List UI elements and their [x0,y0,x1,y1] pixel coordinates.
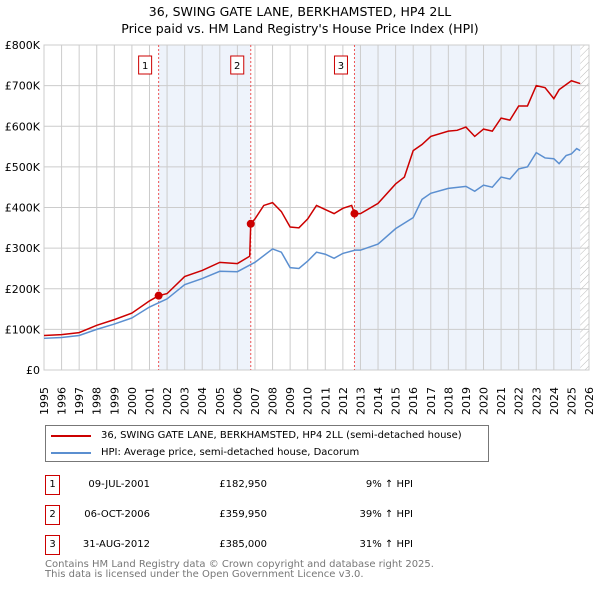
x-tick-label: 1996 [56,387,69,415]
sale-price: £359,950 [219,509,267,520]
sale-price: £182,950 [219,479,267,490]
sale-point [350,209,359,218]
x-tick-label: 2010 [302,387,315,415]
x-tick-label: 2014 [372,387,385,415]
sale-number: 1 [45,475,60,495]
sale-date: 31-AUG-2012 [82,539,150,550]
x-tick-label: 1998 [91,387,104,415]
x-tick-label: 2012 [337,387,350,415]
x-tick-label: 2001 [143,387,156,415]
legend-price-label: 36, SWING GATE LANE, BERKHAMSTED, HP4 2L… [101,430,462,441]
legend-price-swatch [51,434,91,437]
x-tick-label: 2015 [390,387,403,415]
sale-label-number: 1 [142,61,148,72]
x-tick-label: 2003 [179,387,192,415]
y-tick-label: £700K [5,80,41,93]
x-tick-label: 2019 [460,387,473,415]
legend: 36, SWING GATE LANE, BERKHAMSTED, HP4 2L… [45,425,489,462]
series-line [43,147,581,340]
sale-hpi-change: 31% ↑ HPI [359,539,413,550]
y-tick-label: £800K [5,39,41,52]
x-tick-label: 2008 [267,387,280,415]
sale-date: 09-JUL-2001 [88,479,150,490]
x-tick-label: 2016 [407,387,420,415]
sale-number: 2 [45,505,60,525]
x-tick-label: 2017 [425,387,438,415]
x-tick-label: 2025 [565,387,578,415]
x-tick-label: 2011 [319,387,332,415]
x-tick-label: 2013 [354,387,367,415]
footer-line-2: This data is licensed under the Open Gov… [45,569,364,580]
chart-subtitle: Price paid vs. HM Land Registry's House … [121,21,479,36]
sale-label-number: 3 [338,61,344,72]
y-tick-label: £400K [5,202,41,215]
sale-price: £385,000 [219,539,267,550]
x-tick-label: 2009 [284,387,297,415]
y-tick-label: £200K [5,283,41,296]
x-tick-label: 2020 [478,387,491,415]
x-tick-label: 2005 [214,387,227,415]
footer-line-1: Contains HM Land Registry data © Crown c… [45,559,434,570]
x-tick-label: 2022 [513,387,526,415]
legend-hpi-label: HPI: Average price, semi-detached house,… [101,447,360,458]
series-line [43,79,581,337]
x-tick-label: 2002 [161,387,174,415]
x-tick-label: 2023 [530,387,543,415]
x-tick-label: 2006 [231,387,244,415]
sale-label-box [138,55,153,75]
sale-row: 2 06-OCT-2006 £359,950 39% ↑ HPI [45,505,445,525]
sale-row: 1 09-JUL-2001 £182,950 9% ↑ HPI [45,475,445,495]
x-tick-label: 2024 [548,387,561,415]
sale-row: 3 31-AUG-2012 £385,000 31% ↑ HPI [45,535,445,555]
y-tick-label: £500K [5,161,41,174]
sale-label-number: 2 [234,61,240,72]
sale-hpi-change: 39% ↑ HPI [359,509,413,520]
footer: Contains HM Land Registry data © Crown c… [45,560,434,580]
sale-point [154,291,163,300]
x-tick-label: 2021 [495,387,508,415]
legend-hpi-swatch [51,451,91,454]
x-tick-label: 2026 [583,387,596,415]
x-tick-label: 2007 [249,387,262,415]
x-tick-label: 2004 [196,387,209,415]
sale-hpi-change: 9% ↑ HPI [365,479,413,490]
x-tick-label: 2018 [442,387,455,415]
y-tick-label: £100K [5,323,41,336]
x-tick-label: 1995 [38,387,51,415]
sale-date: 06-OCT-2006 [84,509,150,520]
sale-label-box [333,55,348,75]
y-tick-label: £0 [26,364,40,377]
y-tick-label: £300K [5,242,41,255]
sale-point [246,219,255,228]
chart-title: 36, SWING GATE LANE, BERKHAMSTED, HP4 2L… [148,4,452,19]
x-tick-label: 1999 [108,387,121,415]
sale-label-box [230,55,245,75]
price-chart: 1995 1996 1997 1998 1999 2000 2001 2002 2003 2004… [5,39,596,415]
x-tick-label: 2000 [126,387,139,415]
plot-border [43,44,590,371]
x-tick-label: 1997 [73,387,86,415]
y-tick-label: £600K [5,120,41,133]
sale-number: 3 [45,535,60,555]
